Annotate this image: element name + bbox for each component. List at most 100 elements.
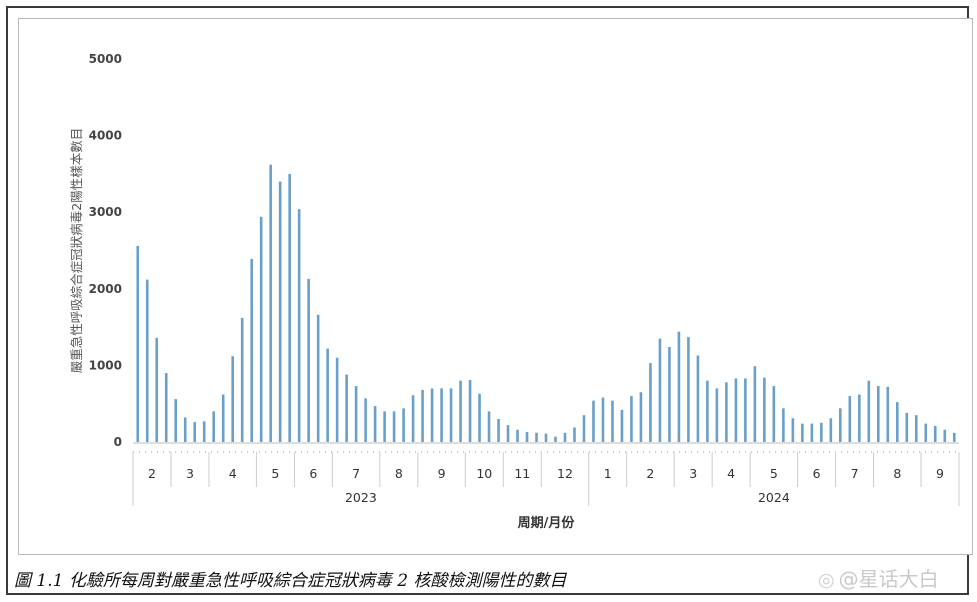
bar: [544, 433, 548, 442]
bar: [155, 337, 159, 442]
month-tick-label: 9: [438, 466, 446, 481]
y-tick-label: 1000: [89, 358, 122, 372]
bar: [611, 400, 614, 442]
bar: [753, 366, 757, 442]
month-tick-label: 3: [689, 466, 697, 481]
bar: [430, 388, 434, 442]
bar: [696, 355, 700, 442]
bar: [582, 415, 586, 442]
month-tick-label: 7: [352, 466, 360, 481]
bar: [240, 317, 244, 442]
bar: [202, 421, 206, 442]
month-tick-label: 5: [271, 466, 279, 481]
bar: [269, 164, 272, 442]
bar: [535, 432, 538, 442]
y-tick-label: 0: [114, 435, 122, 449]
bar: [164, 373, 168, 442]
bar: [677, 331, 681, 442]
bar: [829, 418, 833, 442]
bar: [620, 409, 624, 442]
bar: [601, 397, 605, 442]
bar: [952, 432, 956, 442]
bar: [706, 380, 709, 442]
bar: [297, 209, 301, 442]
bar: [449, 388, 453, 442]
bar: [478, 393, 481, 442]
chart-panel: 0 1000 2000 3000 4000 5000 嚴重急性呼吸綜合症冠狀病毒2陽性樣本數…: [18, 18, 973, 555]
bar: [668, 347, 671, 442]
bar: [278, 181, 282, 442]
bar: [914, 415, 918, 442]
bar: [943, 429, 947, 442]
bar: [316, 314, 320, 442]
bar: [373, 406, 377, 442]
month-tick-label: 5: [770, 466, 778, 481]
bar: [307, 278, 310, 442]
bar: [259, 216, 263, 442]
bar: [392, 411, 396, 442]
bar: [763, 377, 766, 442]
bar: [487, 411, 491, 442]
bar: [933, 425, 937, 442]
bar: [715, 388, 719, 442]
bar: [924, 423, 928, 442]
bar: [687, 337, 690, 442]
bar: [848, 396, 852, 442]
month-tick-label: 8: [395, 466, 403, 481]
chart: 0 1000 2000 3000 4000 5000 嚴重急性呼吸綜合症冠狀病毒2陽性樣本數…: [69, 52, 960, 531]
bar: [221, 394, 225, 442]
bar: [858, 394, 861, 442]
y-tick-label: 2000: [89, 282, 122, 296]
y-tick-label: 3000: [89, 205, 122, 219]
bar: [639, 392, 643, 442]
year-tick-label: 2024: [758, 490, 790, 505]
month-tick-label: 8: [893, 466, 901, 481]
bar: [174, 399, 178, 442]
bar: [734, 378, 738, 442]
bar: [497, 419, 500, 442]
bar: [573, 427, 576, 442]
bar: [516, 429, 519, 442]
y-tick-label: 5000: [89, 52, 122, 66]
bar: [250, 258, 253, 442]
bar: [877, 386, 880, 442]
month-tick-label: 2: [646, 466, 654, 481]
bar: [791, 418, 795, 442]
year-tick-label: 2023: [345, 490, 377, 505]
bar: [183, 417, 187, 442]
bar: [820, 422, 823, 442]
bar: [506, 425, 510, 442]
month-tick-label: 10: [476, 466, 492, 481]
bar: [145, 279, 149, 442]
bar: [563, 432, 567, 442]
bar: [744, 378, 747, 442]
bar: [136, 245, 140, 442]
bar: [193, 422, 197, 442]
bar: [335, 357, 339, 442]
month-tick-label: 7: [851, 466, 859, 481]
bar: [411, 395, 415, 442]
bar: [383, 411, 386, 442]
month-tick-label: 4: [727, 466, 735, 481]
bar: [630, 396, 633, 442]
figure-caption: 圖 1.1 化驗所每周對嚴重急性呼吸綜合症冠狀病毒 2 核酸檢測陽性的數目: [14, 571, 567, 591]
watermark-text: @星话大白: [838, 567, 939, 591]
bar: [459, 380, 462, 442]
bar: [231, 356, 234, 442]
month-tick-label: 1: [604, 466, 612, 481]
month-tick-label: 2: [148, 466, 156, 481]
bar: [440, 388, 443, 442]
bar: [345, 374, 348, 442]
x-axis-title: 周期/月份: [518, 515, 576, 531]
watermark: ◎ @星话大白: [818, 563, 939, 592]
bar: [649, 363, 652, 442]
month-tick-label: 12: [557, 466, 573, 481]
bar: [810, 423, 814, 442]
month-tick-label: 3: [186, 466, 194, 481]
weibo-logo-icon: ◎: [818, 569, 835, 591]
bar: [867, 380, 871, 442]
bar: [468, 379, 472, 442]
bar: [895, 402, 899, 442]
bar: [554, 436, 557, 442]
bar: [364, 398, 367, 442]
